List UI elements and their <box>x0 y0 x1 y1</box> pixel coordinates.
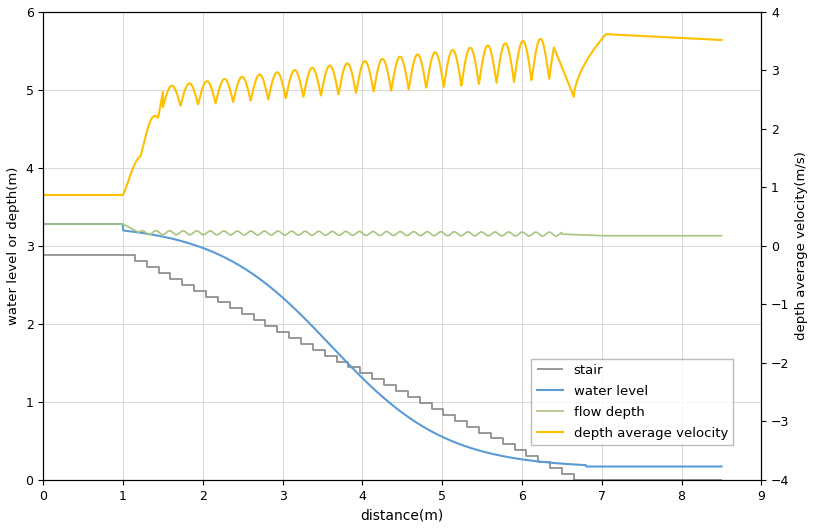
Line: stair: stair <box>43 255 721 480</box>
depth average velocity <box>38 192 48 198</box>
water level <box>337 354 347 360</box>
flow depth <box>552 233 562 239</box>
Legend: stair, water level, flow depth, depth average velocity: stair, water level, flow depth, depth av… <box>531 359 734 445</box>
flow depth <box>698 233 707 239</box>
Line: flow depth: flow depth <box>43 224 721 236</box>
water level <box>581 463 591 470</box>
water level <box>716 463 726 470</box>
Y-axis label: depth average velocity(m/s): depth average velocity(m/s) <box>795 151 808 340</box>
stair <box>38 252 48 258</box>
depth average velocity <box>273 70 283 76</box>
stair <box>165 276 175 282</box>
depth average velocity <box>546 64 556 70</box>
flow depth <box>716 233 726 239</box>
Line: depth average velocity: depth average velocity <box>43 34 721 195</box>
stair <box>438 406 448 412</box>
depth average velocity <box>601 31 610 38</box>
flow depth <box>38 221 48 227</box>
stair <box>474 423 484 430</box>
stair <box>569 477 579 483</box>
stair <box>272 329 282 335</box>
water level <box>38 221 48 227</box>
depth average velocity <box>163 88 173 95</box>
Y-axis label: water level or depth(m): water level or depth(m) <box>7 167 20 325</box>
flow depth <box>697 233 707 239</box>
depth average velocity <box>280 93 290 99</box>
depth average velocity <box>504 49 514 55</box>
flow depth <box>350 231 360 238</box>
flow depth <box>73 221 82 227</box>
Line: water level: water level <box>43 224 721 467</box>
depth average velocity <box>716 37 726 43</box>
water level <box>108 221 117 227</box>
stair <box>474 430 484 436</box>
stair <box>213 294 222 300</box>
water level <box>313 329 323 335</box>
flow depth <box>368 229 378 235</box>
flow depth <box>573 232 583 238</box>
X-axis label: distance(m): distance(m) <box>361 508 444 522</box>
water level <box>579 462 589 468</box>
water level <box>504 454 514 460</box>
stair <box>716 477 726 483</box>
water level <box>567 461 577 468</box>
depth average velocity <box>218 77 228 83</box>
